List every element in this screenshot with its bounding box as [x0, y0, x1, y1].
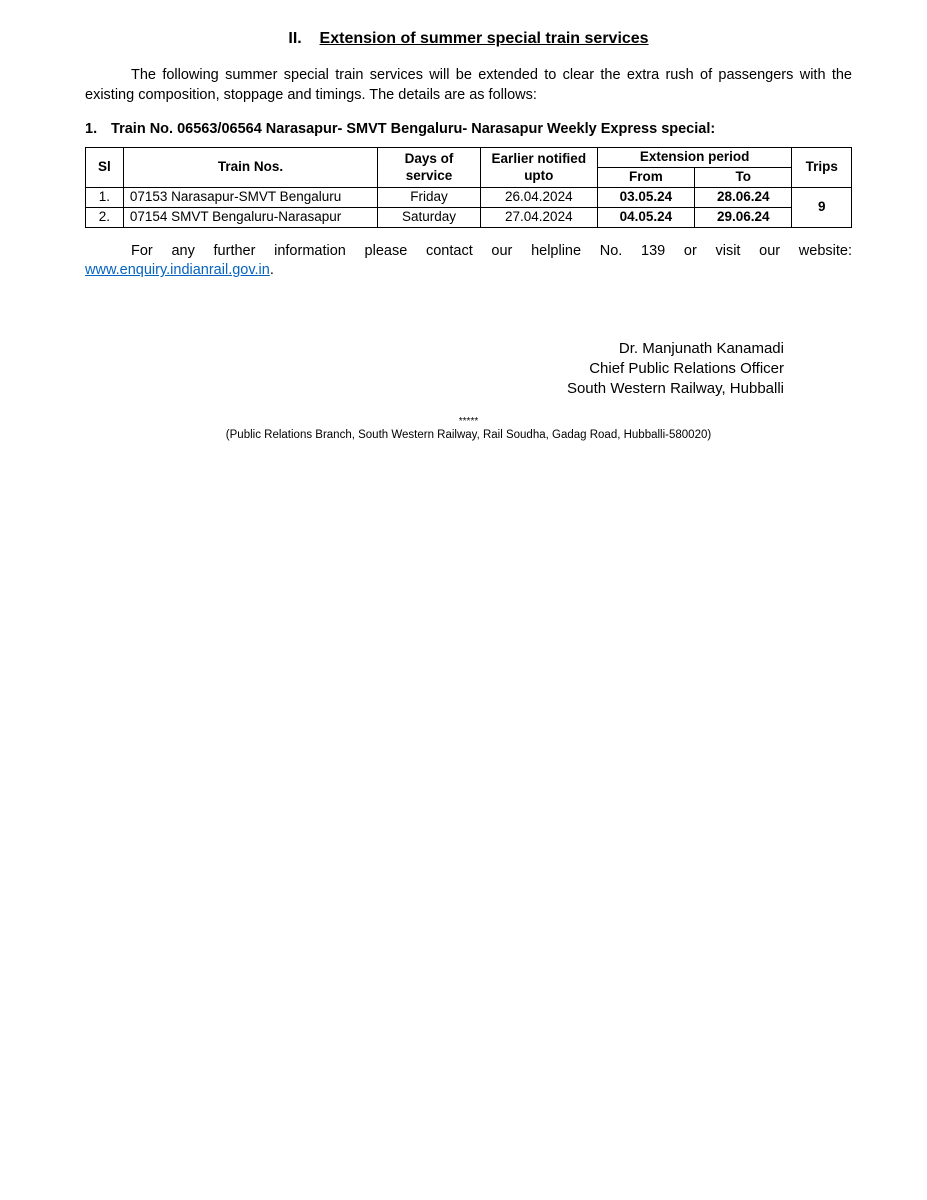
signature-org: South Western Railway, Hubballi: [85, 379, 784, 399]
col-trips: Trips: [792, 148, 852, 188]
col-days: Days of service: [378, 148, 481, 188]
cell-earlier: 26.04.2024: [480, 187, 597, 207]
cell-to: 29.06.24: [695, 207, 792, 227]
col-extension-period: Extension period: [597, 148, 792, 168]
info-text-line1: For any further information please conta…: [131, 243, 852, 259]
info-after-link: .: [270, 262, 274, 278]
cell-from: 04.05.24: [597, 207, 694, 227]
cell-train: 07153 Narasapur-SMVT Bengaluru: [123, 187, 377, 207]
table-row: 2. 07154 SMVT Bengaluru-Narasapur Saturd…: [86, 207, 852, 227]
cell-trips: 9: [792, 187, 852, 227]
heading-text: Extension of summer special train servic…: [320, 30, 649, 47]
footer-stars: *****: [85, 416, 852, 427]
intro-paragraph: The following summer special train servi…: [85, 66, 852, 105]
section-heading: II. Extension of summer special train se…: [85, 30, 852, 48]
helpline-link[interactable]: www.enquiry.indianrail.gov.in: [85, 262, 270, 278]
cell-day: Friday: [378, 187, 481, 207]
document-page: II. Extension of summer special train se…: [0, 0, 927, 471]
signature-block: Dr. Manjunath Kanamadi Chief Public Rela…: [85, 339, 852, 400]
col-train-nos: Train Nos.: [123, 148, 377, 188]
cell-sl: 1.: [86, 187, 124, 207]
cell-day: Saturday: [378, 207, 481, 227]
cell-to: 28.06.24: [695, 187, 792, 207]
col-from: From: [597, 168, 694, 188]
col-sl: Sl: [86, 148, 124, 188]
table-row: 1. 07153 Narasapur-SMVT Bengaluru Friday…: [86, 187, 852, 207]
subheading-text: Train No. 06563/06564 Narasapur- SMVT Be…: [111, 121, 715, 137]
table-header-row-1: Sl Train Nos. Days of service Earlier no…: [86, 148, 852, 168]
heading-number: II.: [288, 30, 301, 47]
signature-title: Chief Public Relations Officer: [85, 359, 784, 379]
footer-address: (Public Relations Branch, South Western …: [85, 429, 852, 441]
cell-sl: 2.: [86, 207, 124, 227]
subheading-number: 1.: [85, 121, 107, 137]
signature-name: Dr. Manjunath Kanamadi: [85, 339, 784, 359]
train-subheading: 1. Train No. 06563/06564 Narasapur- SMVT…: [85, 121, 852, 137]
cell-earlier: 27.04.2024: [480, 207, 597, 227]
cell-train: 07154 SMVT Bengaluru-Narasapur: [123, 207, 377, 227]
info-paragraph: For any further information please conta…: [85, 242, 852, 281]
train-table: Sl Train Nos. Days of service Earlier no…: [85, 147, 852, 228]
col-earlier: Earlier notified upto: [480, 148, 597, 188]
cell-from: 03.05.24: [597, 187, 694, 207]
col-to: To: [695, 168, 792, 188]
